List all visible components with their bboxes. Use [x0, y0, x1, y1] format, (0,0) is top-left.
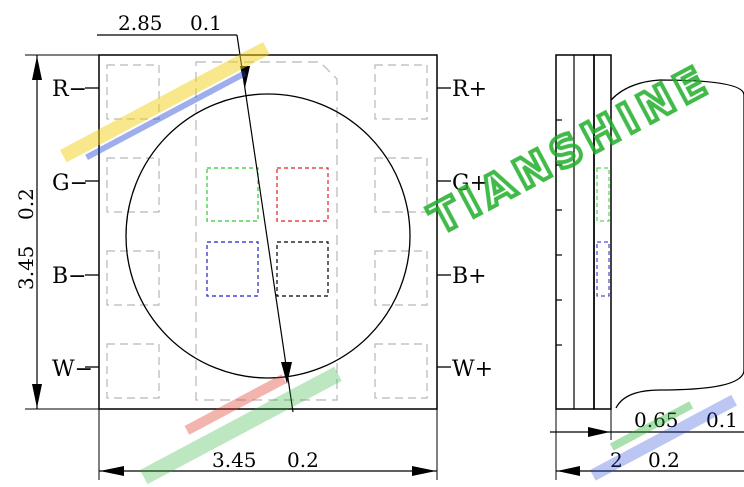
top-dimension-tolerance: 0.1 [190, 11, 222, 35]
inner-reflector-outline [195, 61, 338, 401]
red-die [276, 167, 329, 222]
left-arrow-bottom [32, 384, 42, 408]
side-thickness-value: 0.65 [634, 408, 679, 432]
pin-label-g-minus: G− [52, 171, 88, 196]
side-lens-dome [610, 79, 744, 409]
bottom-dimension-tolerance: 0.2 [287, 448, 319, 472]
blue-die [206, 241, 259, 297]
left-dimension-tolerance: 0.2 [14, 188, 38, 220]
side-total-tolerance: 0.2 [648, 448, 680, 472]
side-pin-ticks [556, 119, 562, 346]
bottom-arrow-left [100, 466, 124, 476]
pin-leads [85, 87, 451, 368]
pad-squares [106, 64, 428, 399]
bottom-arrow-right [412, 466, 436, 476]
left-arrow-top [32, 56, 42, 80]
pin-label-b-plus: B+ [452, 264, 487, 289]
pin-label-w-minus: W− [52, 357, 93, 382]
side-total-arrow [557, 466, 580, 476]
diagonal-leader [236, 34, 294, 413]
leader-arrowhead-top [240, 66, 250, 88]
lens-dome [125, 93, 411, 379]
pin-label-w-plus: W+ [452, 357, 493, 382]
pin-label-g-plus: G+ [452, 171, 488, 196]
pin-label-b-minus: B− [52, 264, 87, 289]
side-body [555, 54, 595, 410]
side-pcb [593, 54, 612, 410]
top-dimension-value: 2.85 [118, 11, 163, 35]
bottom-dimension-value: 3.45 [212, 448, 257, 472]
side-thickness-tolerance: 0.1 [706, 408, 738, 432]
pin-label-r-plus: R+ [452, 77, 487, 102]
side-blue-die [596, 241, 610, 297]
pin-label-r-minus: R− [52, 77, 87, 102]
green-die [206, 167, 259, 222]
side-total-value: 2 [610, 448, 623, 472]
white-die [276, 241, 329, 297]
side-green-die [596, 167, 610, 222]
leader-arrowhead-bottom [281, 362, 292, 384]
left-dimension-value: 3.45 [14, 245, 38, 290]
side-thickness-arrow [588, 427, 610, 437]
